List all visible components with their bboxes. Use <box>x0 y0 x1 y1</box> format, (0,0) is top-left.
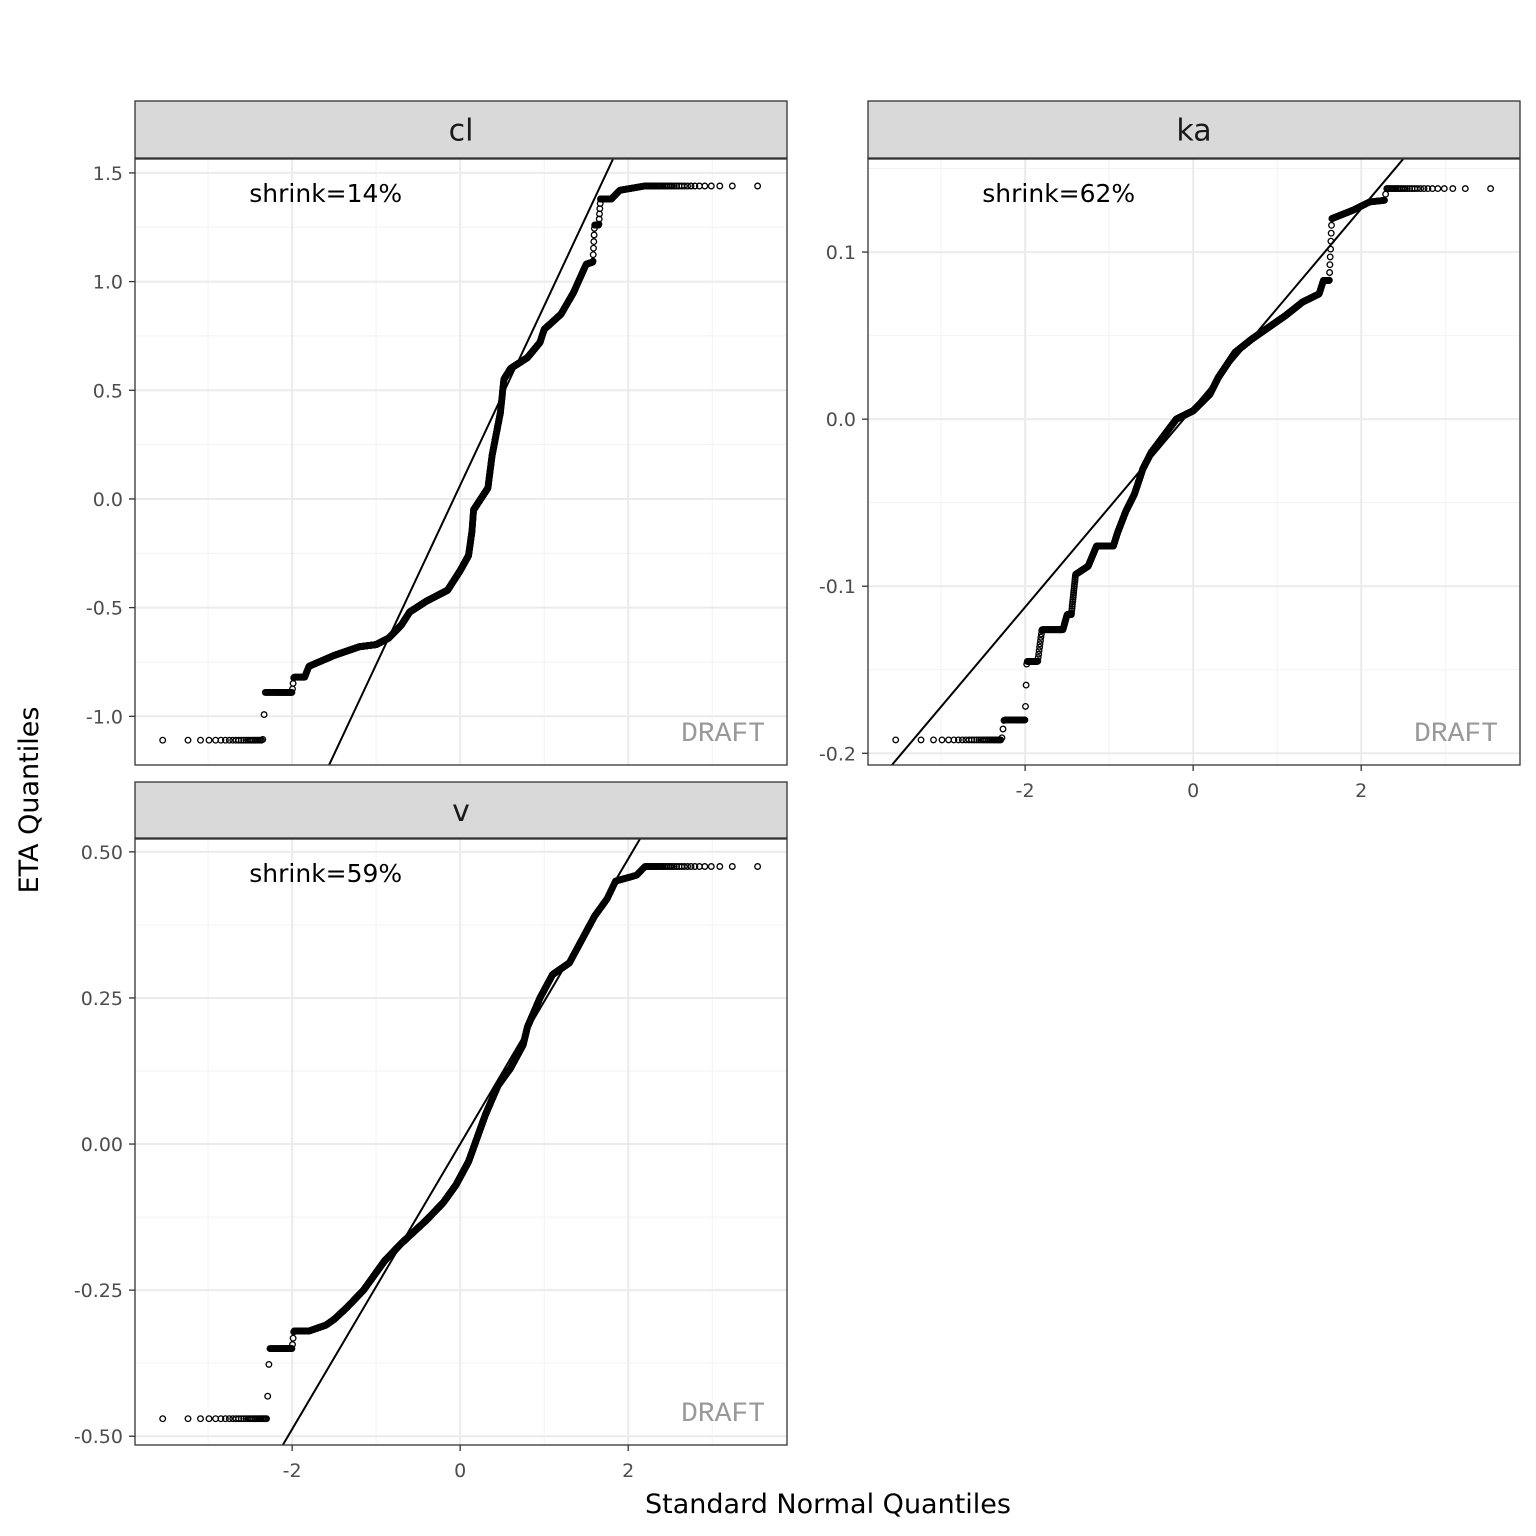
data-point <box>754 182 762 190</box>
data-point <box>1036 640 1044 648</box>
points-ka <box>892 185 1495 744</box>
data-point <box>1034 654 1042 661</box>
data-point <box>950 736 958 744</box>
y-tick-label: 0.5 <box>93 380 123 402</box>
data-point <box>1325 276 1333 284</box>
y-tick-label: -0.5 <box>86 598 123 620</box>
data-point <box>1021 716 1029 724</box>
data-point <box>1037 633 1045 641</box>
data-point <box>1037 637 1044 644</box>
panel-cl: shrink=14% DRAFT cl -1.0 -0.5 0.0 0.5 1.0 1.5 <box>86 100 788 766</box>
data-point <box>184 736 192 744</box>
panel-border <box>134 158 788 766</box>
data-point <box>590 238 598 246</box>
data-point <box>1326 269 1334 276</box>
data-point <box>973 736 981 744</box>
facet-strip <box>134 100 788 159</box>
data-point <box>221 736 229 744</box>
data-point <box>217 736 225 744</box>
data-point <box>225 736 233 744</box>
data-point <box>1068 609 1075 617</box>
y-axis-title: ETA Quantiles <box>14 707 45 894</box>
data-point <box>1328 221 1335 229</box>
data-point <box>237 736 245 744</box>
data-point <box>938 736 946 744</box>
data-point <box>958 736 966 744</box>
y-tick-label: -1.0 <box>86 706 123 728</box>
data-point <box>728 182 736 190</box>
data-point <box>670 182 678 190</box>
data-point <box>707 182 715 190</box>
reference-line <box>328 158 614 766</box>
data-point <box>1035 647 1043 655</box>
data-point <box>259 735 267 743</box>
data-point <box>1034 657 1042 665</box>
facet-label: cl <box>449 114 474 149</box>
data-point <box>1022 681 1030 689</box>
data-point <box>917 736 925 744</box>
data-point <box>716 182 724 190</box>
data-point <box>680 182 688 190</box>
data-point <box>954 736 962 744</box>
data-point <box>590 231 598 239</box>
points-cl <box>159 182 762 744</box>
x-axis-title: Standard Normal Quantiles <box>645 1489 1011 1520</box>
data-point <box>999 725 1007 733</box>
data-point <box>684 182 692 190</box>
data-point <box>998 734 1006 742</box>
data-point <box>1036 643 1044 651</box>
data-point <box>1327 229 1335 237</box>
data-point <box>159 736 167 744</box>
shrinkage-label: shrink=14% <box>249 179 402 208</box>
data-point <box>589 257 597 265</box>
data-point <box>260 711 268 719</box>
data-point <box>691 182 699 190</box>
data-point <box>1068 605 1076 612</box>
data-point <box>930 736 937 744</box>
data-point <box>1326 261 1334 269</box>
draft-watermark: DRAFT <box>681 719 765 750</box>
y-tick-label: 1.5 <box>93 163 123 185</box>
y-tick-label: 1.0 <box>93 272 123 294</box>
data-point <box>288 688 296 696</box>
data-point <box>892 736 900 744</box>
data-point <box>701 182 709 190</box>
data-point <box>687 182 695 190</box>
data-point <box>197 736 204 744</box>
data-point <box>1022 702 1029 710</box>
data-point <box>205 736 213 744</box>
data-point <box>970 736 978 744</box>
data-point <box>1326 253 1334 261</box>
y-tick-label: 0.0 <box>93 489 123 511</box>
data-point <box>668 182 676 190</box>
data-point <box>1035 650 1043 658</box>
data-point <box>590 244 597 252</box>
data-point <box>240 736 248 744</box>
data-point <box>589 251 597 259</box>
